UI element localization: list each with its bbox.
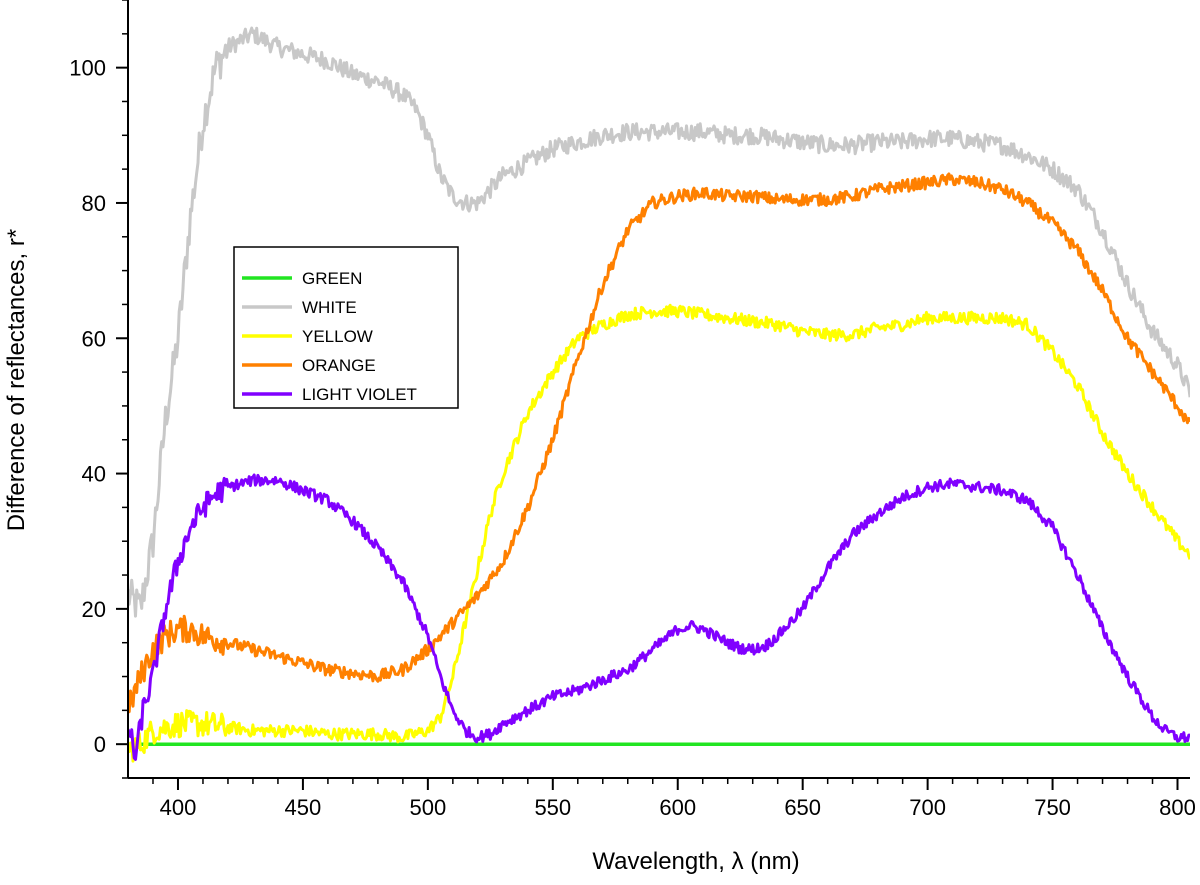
legend-label-light-violet: LIGHT VIOLET — [302, 385, 417, 404]
series-line-orange — [128, 172, 1190, 714]
series-layer — [128, 26, 1190, 763]
x-tick-label: 650 — [784, 795, 821, 820]
x-tick-label: 600 — [659, 795, 696, 820]
axes-layer: 400 450 500 550 600 650 700 750 800 0 20 40 60 80 100 — [69, 0, 1196, 820]
y-tick-label: 100 — [69, 56, 106, 81]
x-tick-label: 550 — [534, 795, 571, 820]
x-tick-label: 500 — [409, 795, 446, 820]
legend-label-orange: ORANGE — [302, 356, 376, 375]
x-tick-label: 750 — [1034, 795, 1071, 820]
y-tick-label: 0 — [94, 732, 106, 757]
x-axis-title: Wavelength, λ (nm) — [592, 848, 799, 875]
legend-label-yellow: YELLOW — [302, 327, 373, 346]
y-tick-label: 80 — [82, 191, 106, 216]
x-tick-label: 450 — [285, 795, 322, 820]
legend-label-white: WHITE — [302, 298, 357, 317]
x-tick-label: 400 — [160, 795, 197, 820]
x-tick-label: 800 — [1159, 795, 1196, 820]
series-line-white — [128, 26, 1190, 618]
y-axis-title: Difference of reflectances, r* — [3, 229, 30, 531]
y-tick-label: 60 — [82, 326, 106, 351]
x-tick-label: 700 — [909, 795, 946, 820]
legend-label-green: GREEN — [302, 269, 362, 288]
y-tick-label: 40 — [82, 462, 106, 487]
series-line-yellow — [128, 303, 1190, 763]
legend: GREEN WHITE YELLOW ORANGE LIGHT VIOLET — [233, 246, 459, 409]
series-line-light-violet — [128, 473, 1190, 761]
y-tick-label: 20 — [82, 597, 106, 622]
legend-box — [233, 246, 459, 409]
